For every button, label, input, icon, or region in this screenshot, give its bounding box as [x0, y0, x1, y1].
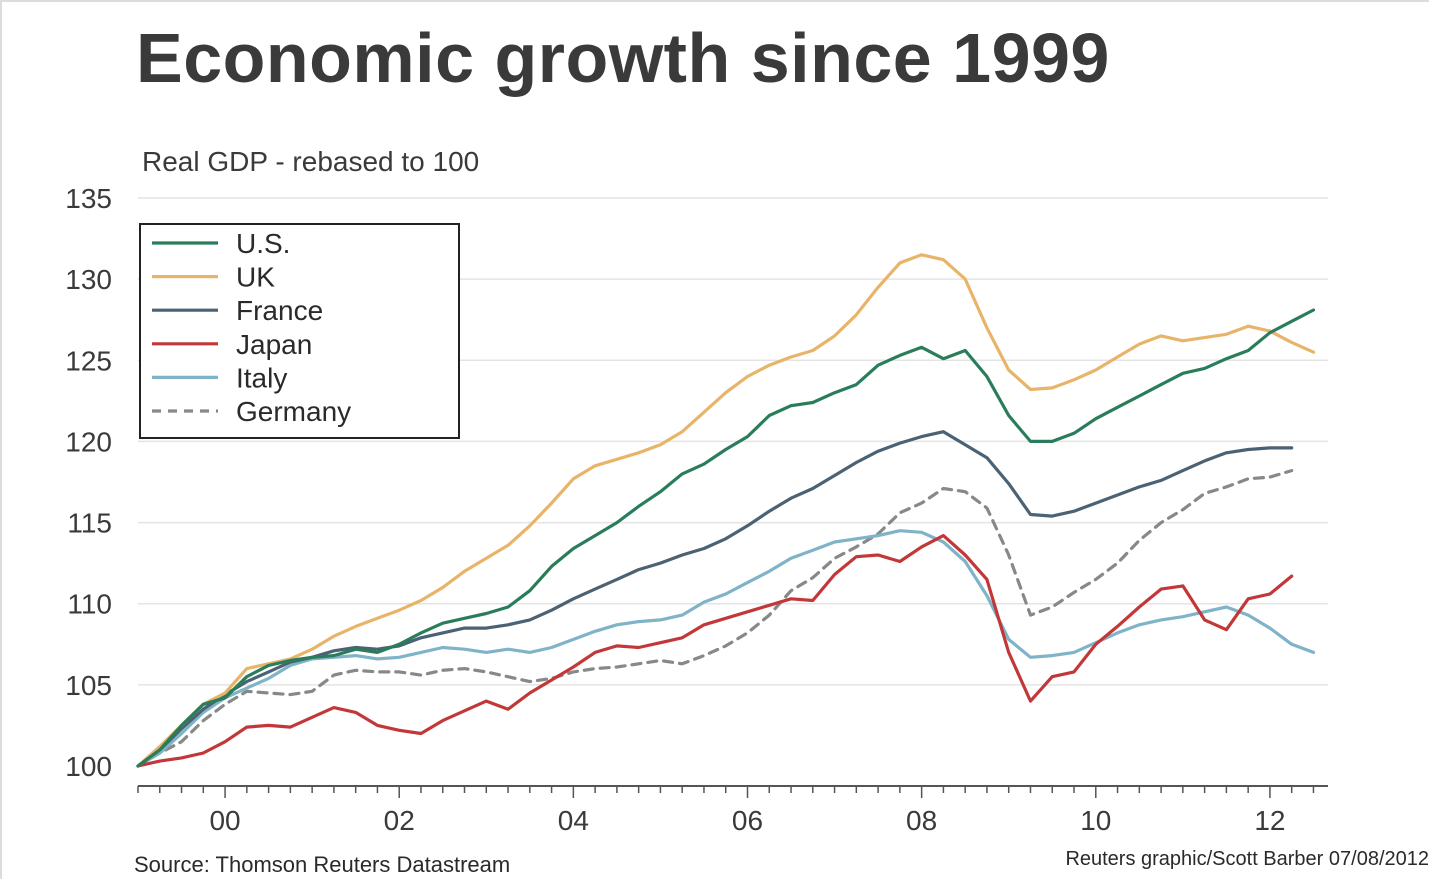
y-tick-label-115: 115 — [67, 508, 112, 539]
y-tick-label-135: 135 — [65, 183, 112, 214]
legend-label-italy: Italy — [236, 362, 287, 393]
y-tick-label-110: 110 — [67, 589, 112, 620]
x-tick-label-04: 04 — [558, 805, 589, 836]
y-tick-label-125: 125 — [65, 345, 112, 376]
series-line-uk — [136, 253, 1316, 768]
legend-label-france: France — [236, 295, 323, 326]
chart-title: Economic growth since 1999 — [136, 19, 1110, 97]
x-tick-label-00: 00 — [209, 805, 240, 836]
x-tick-label-08: 08 — [906, 805, 937, 836]
credit-note: Reuters graphic/Scott Barber 07/08/2012 — [1065, 848, 1429, 870]
series-line-us — [136, 308, 1316, 768]
legend-label-germany: Germany — [236, 396, 351, 427]
y-tick-label-105: 105 — [65, 670, 112, 701]
series-line-italy — [136, 529, 1316, 768]
y-tick-label-120: 120 — [65, 426, 112, 457]
series-line-france — [136, 430, 1294, 768]
legend-box — [139, 223, 460, 439]
x-tick-label-06: 06 — [732, 805, 763, 836]
source-note: Source: Thomson Reuters Datastream — [134, 852, 511, 877]
x-tick-label-12: 12 — [1254, 805, 1285, 836]
series-line-germany — [136, 469, 1294, 768]
series-line-japan — [136, 534, 1294, 768]
chart-subtitle: Real GDP - rebased to 100 — [142, 146, 480, 177]
y-tick-label-130: 130 — [65, 264, 112, 295]
legend-label-us: U.S. — [236, 228, 290, 259]
legend-label-japan: Japan — [236, 329, 312, 360]
x-tick-label-10: 10 — [1080, 805, 1111, 836]
y-tick-label-100: 100 — [65, 751, 112, 782]
legend-label-uk: UK — [236, 262, 275, 293]
x-tick-label-02: 02 — [384, 805, 415, 836]
